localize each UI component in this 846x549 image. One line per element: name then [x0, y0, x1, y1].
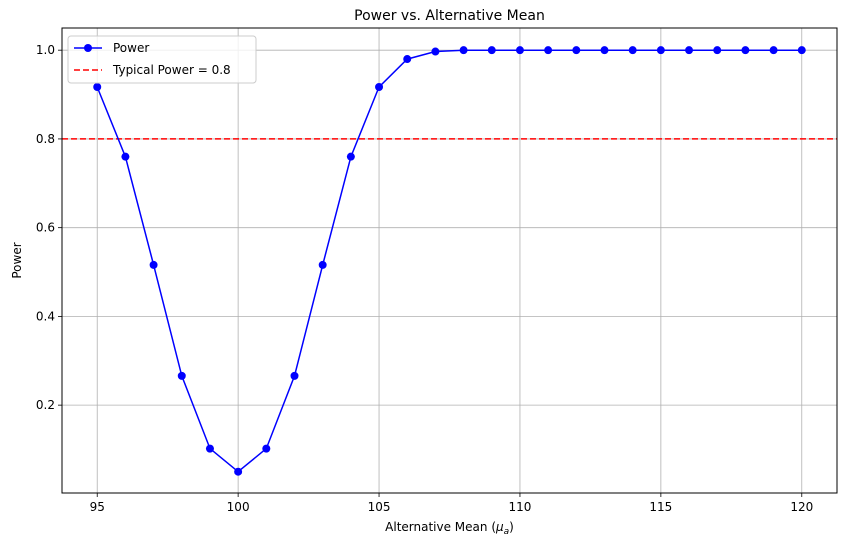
data-point [656, 46, 665, 55]
x-tick-label: 95 [90, 500, 105, 514]
data-point [121, 152, 130, 161]
data-point [685, 46, 694, 55]
x-axis-label: Alternative Mean (μa) [385, 520, 514, 537]
data-point [459, 46, 468, 55]
data-point [797, 46, 806, 55]
data-point [93, 83, 102, 92]
data-point [600, 46, 609, 55]
data-point [544, 46, 553, 55]
x-tick-label: 110 [509, 500, 532, 514]
x-axis-label-prefix: Alternative Mean ( [385, 520, 496, 534]
y-tick-label: 0.2 [36, 398, 55, 412]
legend-box [67, 35, 257, 84]
data-point [628, 46, 637, 55]
data-point [431, 47, 440, 56]
x-tick-label: 100 [227, 500, 250, 514]
data-point [741, 46, 750, 55]
data-point [318, 260, 327, 269]
data-point [403, 55, 412, 64]
data-point [572, 46, 581, 55]
data-point [149, 260, 158, 269]
y-tick-label: 1.0 [36, 43, 55, 57]
legend-swatch-power-marker [84, 44, 92, 52]
data-point [262, 444, 271, 453]
series-layer [93, 46, 806, 476]
y-axis-ticks: 0.2 0.4 0.6 0.8 1.0 [36, 43, 62, 412]
series-power-line [96, 49, 802, 473]
y-tick-label: 0.6 [36, 221, 55, 235]
x-tick-label: 120 [790, 500, 813, 514]
data-point [713, 46, 722, 55]
x-tick-label: 105 [368, 500, 391, 514]
x-axis-label-mu: μ [495, 520, 504, 534]
data-point [205, 444, 214, 453]
plot-frame [61, 27, 838, 494]
data-point [290, 371, 299, 380]
y-tick-label: 0.8 [36, 132, 55, 146]
legend-entry-power: Power [113, 41, 149, 55]
y-axis-label: Power [10, 242, 24, 278]
data-point [346, 152, 355, 161]
data-point [177, 371, 186, 380]
data-point [375, 83, 384, 92]
x-axis-label-subscript: a [504, 527, 510, 537]
x-axis-ticks: 95 100 105 110 115 120 [90, 493, 813, 514]
data-point [234, 467, 243, 476]
legend: Power Typical Power = 0.8 [67, 35, 257, 84]
x-axis-label-suffix: ) [509, 520, 514, 534]
y-tick-label: 0.4 [36, 309, 55, 323]
chart-title: Power vs. Alternative Mean [354, 8, 545, 24]
legend-entry-typical-power: Typical Power = 0.8 [112, 63, 231, 77]
data-point [769, 46, 778, 55]
data-point [487, 46, 496, 55]
data-point [515, 46, 524, 55]
x-tick-label: 115 [649, 500, 672, 514]
